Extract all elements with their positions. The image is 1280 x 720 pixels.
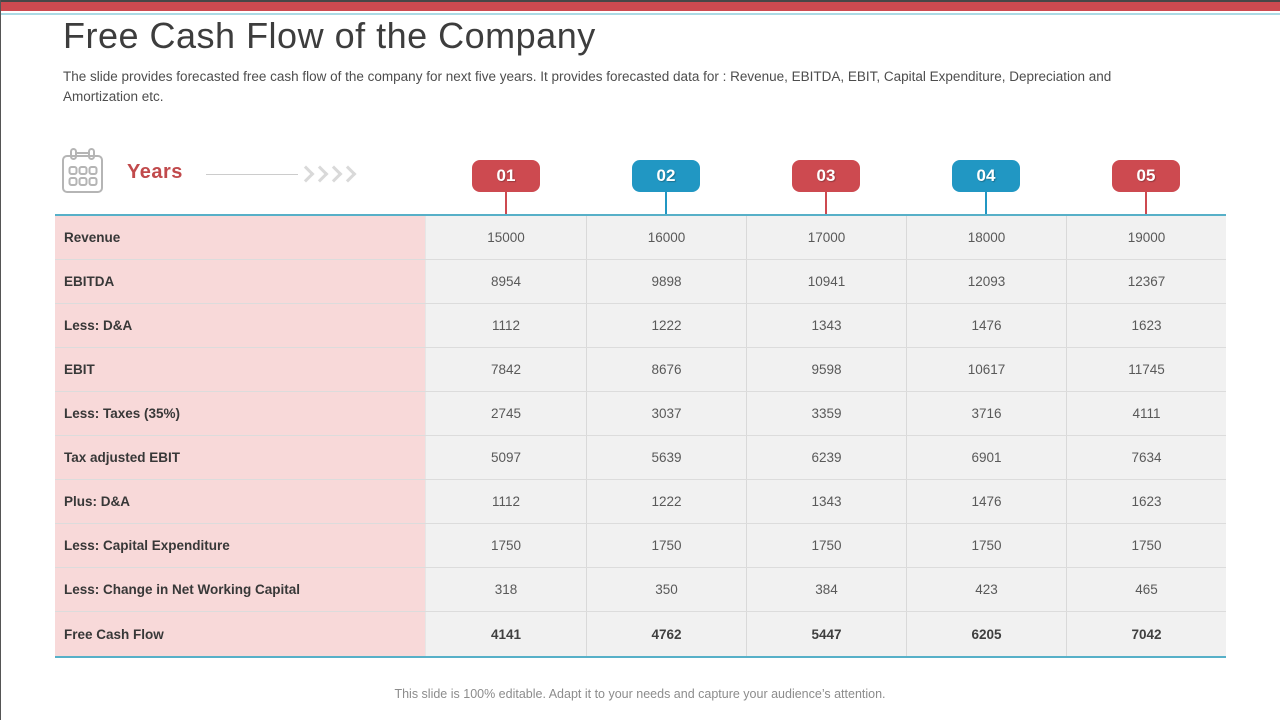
top-bar-red [0,2,1280,11]
row-value: 3716 [906,392,1066,435]
badge-stem [825,192,827,215]
badge-stem [665,192,667,215]
badge-stem [985,192,987,215]
page-title: Free Cash Flow of the Company [63,15,596,56]
row-label: Plus: D&A [55,480,426,523]
row-value: 8676 [586,348,746,391]
free-cash-flow-table: Revenue 15000 16000 17000 18000 19000 EBITDA 89… [55,214,1226,658]
row-label: Revenue [55,216,426,259]
table-row: Less: Capital Expenditure 1750 1750 1750 175… [55,524,1226,568]
row-value: 9598 [746,348,906,391]
row-value: 11745 [1066,348,1226,391]
table-row: Plus: D&A 1112 1222 1343 1476 1623 [55,480,1226,524]
row-value: 4762 [586,612,746,656]
page-subtitle: The slide provides forecasted free cash … [63,69,1112,104]
year-badge-01: 01 [472,160,540,192]
row-value: 1112 [426,304,586,347]
row-value: 1343 [746,304,906,347]
row-value: 318 [426,568,586,611]
row-value: 4141 [426,612,586,656]
row-label: Less: Taxes (35%) [55,392,426,435]
chevrons-right-icon [297,165,357,183]
badge-stem [505,192,507,215]
row-value: 1476 [906,480,1066,523]
row-value: 1343 [746,480,906,523]
table-row: EBIT 7842 8676 9598 10617 11745 [55,348,1226,392]
left-edge-line [0,0,1,720]
row-value: 423 [906,568,1066,611]
row-value: 1750 [746,524,906,567]
row-value: 1623 [1066,304,1226,347]
row-value: 350 [586,568,746,611]
row-value: 1750 [586,524,746,567]
row-value: 1623 [1066,480,1226,523]
year-badge-03: 03 [792,160,860,192]
row-value: 1222 [586,304,746,347]
row-value: 1750 [426,524,586,567]
row-value: 19000 [1066,216,1226,259]
top-bar-dark [0,0,1280,2]
year-badge-05: 05 [1112,160,1180,192]
row-label: Free Cash Flow [55,612,426,656]
row-label: Less: D&A [55,304,426,347]
calendar-icon [60,147,106,202]
row-value: 12093 [906,260,1066,303]
row-value: 1750 [1066,524,1226,567]
row-value: 4111 [1066,392,1226,435]
row-value: 3037 [586,392,746,435]
row-label: EBITDA [55,260,426,303]
row-value: 7634 [1066,436,1226,479]
row-value: 5447 [746,612,906,656]
row-value: 12367 [1066,260,1226,303]
table-row: Less: Change in Net Working Capital 318 35… [55,568,1226,612]
row-value: 8954 [426,260,586,303]
table-row: EBITDA 8954 9898 10941 12093 12367 [55,260,1226,304]
badge-stem [1145,192,1147,215]
year-badge-02: 02 [632,160,700,192]
chevron-right-icon [339,165,357,183]
row-label: Tax adjusted EBIT [55,436,426,479]
row-value: 1476 [906,304,1066,347]
table-row: Free Cash Flow 4141 4762 5447 6205 7042 [55,612,1226,656]
year-badge-04: 04 [952,160,1020,192]
row-value: 9898 [586,260,746,303]
table-row: Revenue 15000 16000 17000 18000 19000 [55,216,1226,260]
row-value: 16000 [586,216,746,259]
row-label: EBIT [55,348,426,391]
row-value: 7042 [1066,612,1226,656]
row-value: 5639 [586,436,746,479]
table-row: Less: D&A 1112 1222 1343 1476 1623 [55,304,1226,348]
row-value: 465 [1066,568,1226,611]
row-value: 1222 [586,480,746,523]
row-value: 384 [746,568,906,611]
footer-note: This slide is 100% editable. Adapt it to… [394,687,886,701]
row-label: Less: Change in Net Working Capital [55,568,426,611]
row-value: 10941 [746,260,906,303]
row-value: 15000 [426,216,586,259]
row-value: 3359 [746,392,906,435]
row-value: 6901 [906,436,1066,479]
row-value: 10617 [906,348,1066,391]
row-value: 1112 [426,480,586,523]
row-value: 7842 [426,348,586,391]
row-value: 6205 [906,612,1066,656]
timeline-connector-line [206,174,298,175]
row-value: 6239 [746,436,906,479]
row-value: 17000 [746,216,906,259]
row-value: 5097 [426,436,586,479]
table-row: Tax adjusted EBIT 5097 5639 6239 6901 7634 [55,436,1226,480]
top-accent-line [0,13,1280,15]
row-value: 2745 [426,392,586,435]
row-label: Less: Capital Expenditure [55,524,426,567]
years-label: Years [127,161,183,183]
row-value: 18000 [906,216,1066,259]
row-value: 1750 [906,524,1066,567]
table-row: Less: Taxes (35%) 2745 3037 3359 3716 4111 [55,392,1226,436]
